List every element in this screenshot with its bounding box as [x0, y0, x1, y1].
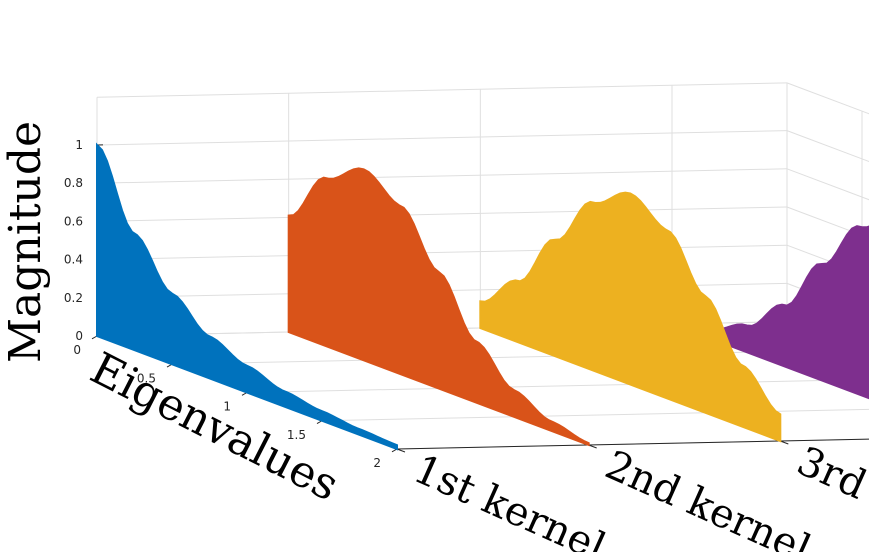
series-ribbon-1 — [96, 142, 398, 451]
z-tick-label: 0.6 — [64, 214, 83, 228]
k-tick — [396, 448, 406, 453]
back-wall-grid-z — [786, 168, 869, 201]
series-ribbon-3 — [479, 191, 782, 443]
z-tick-label: 0 — [75, 329, 83, 343]
floor-grid-x — [321, 408, 869, 422]
series-ribbon-2 — [287, 167, 590, 447]
back-wall-grid-z — [786, 130, 869, 163]
kernel-label-2: 2nd kernel — [599, 442, 818, 552]
z-tick-label: 0.4 — [64, 253, 83, 267]
back-wall-top — [786, 82, 869, 115]
z-tick-label: 0.2 — [64, 291, 83, 305]
z-axis-label: Magnitude — [0, 121, 51, 363]
kernel-label-1: 1st kernel — [407, 446, 612, 552]
left-wall-grid-z — [96, 168, 788, 184]
x-tick-label: 1 — [223, 400, 231, 414]
x-tick-label: 2 — [373, 456, 381, 470]
back-wall-grid-z — [786, 206, 869, 239]
z-tick-label: 1 — [75, 138, 83, 152]
left-wall-grid-z — [96, 130, 788, 146]
k-tick — [588, 444, 597, 449]
z-tick-label: 0.8 — [64, 176, 83, 190]
left-wall-top — [96, 82, 788, 98]
series-layer — [96, 142, 869, 451]
left-wall-grid-z — [96, 206, 788, 222]
k-tick — [780, 440, 789, 445]
x-tick-label: 1.5 — [287, 428, 306, 442]
x-tick-label: 0.5 — [137, 371, 156, 385]
floor-grid-x — [396, 438, 869, 450]
k-axis-line — [396, 438, 869, 450]
x-tick-label: 0 — [73, 343, 81, 357]
floor-grid-x — [246, 379, 869, 393]
